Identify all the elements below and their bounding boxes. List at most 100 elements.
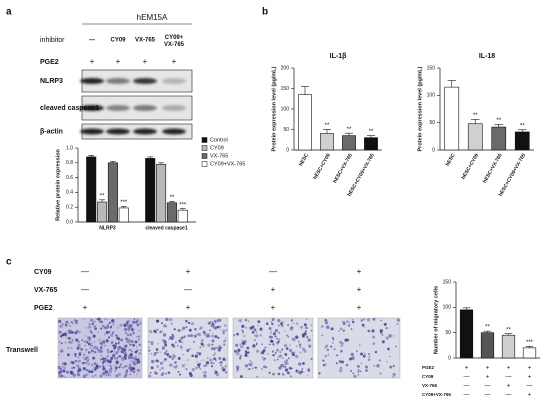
cell — [58, 373, 62, 377]
x-tick-label: cleaved caspase1 — [145, 225, 187, 231]
significance: ** — [496, 118, 501, 124]
cell — [249, 326, 253, 330]
cell — [162, 339, 165, 342]
cell — [155, 372, 158, 375]
cell — [302, 362, 305, 365]
cell — [276, 349, 279, 351]
cell — [130, 356, 134, 360]
cell — [154, 351, 157, 354]
cell — [355, 350, 358, 352]
cell — [342, 322, 346, 326]
blot-label: NLRP3 — [40, 78, 63, 85]
cell — [115, 342, 118, 345]
significance: ** — [170, 195, 175, 201]
condition-sign: + — [186, 303, 191, 312]
cell — [326, 320, 329, 323]
cell — [366, 318, 371, 322]
cell — [120, 365, 122, 368]
y-tick-label: 100 — [443, 305, 452, 311]
cell — [387, 347, 390, 351]
legend-label: Control — [210, 137, 228, 143]
cell — [351, 318, 354, 321]
image-label: Transwell — [6, 347, 38, 354]
cell — [121, 347, 124, 351]
cell — [97, 331, 100, 333]
cell — [376, 364, 380, 368]
cell — [211, 321, 214, 323]
cell — [102, 365, 105, 368]
cell — [249, 363, 253, 367]
cell — [291, 351, 295, 355]
cell — [151, 359, 155, 364]
cell — [173, 328, 176, 331]
bar — [166, 202, 177, 223]
cell — [193, 334, 197, 338]
cell — [91, 363, 94, 367]
bar — [97, 201, 108, 223]
cell — [368, 355, 371, 358]
cell — [199, 362, 201, 365]
cell — [113, 353, 116, 356]
cell — [367, 358, 371, 362]
cell — [282, 373, 285, 376]
cell — [214, 359, 217, 362]
cell — [249, 359, 252, 362]
cell — [302, 335, 305, 338]
cell — [115, 353, 117, 356]
cell — [347, 324, 351, 327]
cell — [94, 350, 97, 354]
cell — [70, 330, 74, 334]
cell — [90, 331, 93, 334]
cell — [272, 353, 275, 357]
legend-label: CY09+VX-765 — [210, 161, 245, 167]
cell — [88, 351, 91, 354]
cell — [303, 349, 307, 353]
cell — [138, 339, 140, 341]
cell — [65, 334, 68, 337]
cell — [137, 358, 140, 361]
pge2-sign: + — [116, 57, 121, 66]
cell — [134, 340, 138, 344]
cell — [320, 325, 324, 328]
row-label: VX-765 — [34, 287, 57, 294]
cell — [245, 327, 247, 329]
cell — [105, 374, 108, 377]
cell — [265, 322, 269, 325]
cell — [181, 341, 184, 344]
cell — [83, 353, 86, 356]
cell — [83, 340, 86, 343]
cell — [110, 356, 114, 360]
cell — [173, 335, 175, 337]
cell — [224, 367, 227, 369]
cell — [364, 353, 366, 355]
chart-title: IL-18 — [479, 53, 495, 60]
cell — [115, 352, 118, 355]
cell — [132, 370, 136, 374]
cell — [340, 341, 344, 345]
condition-sign: + — [83, 303, 88, 312]
cell — [62, 333, 65, 336]
cell — [93, 341, 96, 343]
cell — [287, 335, 290, 339]
cell — [211, 365, 214, 368]
cell — [264, 346, 267, 349]
condition-sign: — — [464, 384, 470, 390]
cell — [98, 338, 101, 341]
row-label: PGE2 — [40, 59, 59, 66]
cell — [217, 348, 221, 352]
cell — [167, 356, 169, 358]
cell — [211, 343, 213, 346]
bar — [107, 162, 118, 223]
cell — [303, 371, 305, 373]
cell — [359, 370, 362, 373]
cell — [253, 328, 257, 332]
cell — [139, 320, 142, 322]
cell — [58, 353, 60, 356]
cell — [168, 337, 171, 341]
cell — [255, 343, 258, 346]
cell — [64, 341, 67, 344]
condition-sign: — — [269, 267, 277, 276]
cell — [342, 329, 345, 332]
cell — [188, 348, 191, 350]
cell — [167, 371, 171, 375]
